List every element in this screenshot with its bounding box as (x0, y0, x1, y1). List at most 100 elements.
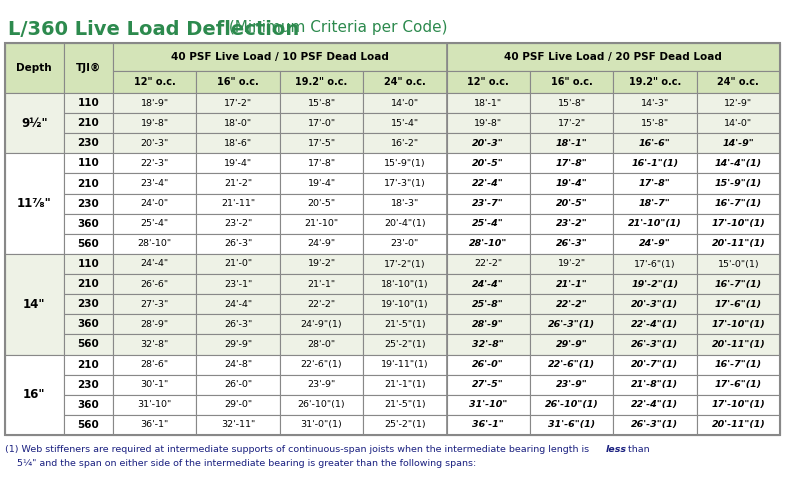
Bar (696, 254, 780, 274)
Text: 23'-0": 23'-0" (391, 240, 419, 248)
Bar (363, 93, 447, 113)
Bar (196, 113, 280, 133)
Bar (363, 334, 447, 355)
Bar (280, 355, 363, 374)
Text: 16'-7"(1): 16'-7"(1) (715, 199, 762, 208)
Bar (696, 395, 780, 415)
Bar (280, 214, 363, 234)
Text: 560: 560 (78, 239, 99, 249)
Text: 9½": 9½" (21, 117, 48, 129)
Bar (447, 274, 530, 294)
Text: 24'-8": 24'-8" (224, 360, 252, 369)
Bar (363, 294, 447, 314)
Text: 22'-6"(1): 22'-6"(1) (301, 360, 342, 369)
Bar (613, 93, 696, 113)
Bar (613, 415, 696, 435)
Bar (613, 374, 696, 395)
Text: 110: 110 (78, 259, 99, 269)
Bar (280, 334, 363, 355)
Bar (363, 274, 447, 294)
Text: 15'-8": 15'-8" (557, 99, 586, 108)
Bar (447, 193, 530, 214)
Text: 17'-10"(1): 17'-10"(1) (711, 219, 765, 228)
Text: 360: 360 (78, 219, 99, 229)
Bar (113, 355, 196, 374)
Bar (696, 234, 780, 254)
Text: 19'-4": 19'-4" (308, 179, 336, 188)
Bar (196, 334, 280, 355)
Text: 15'-8": 15'-8" (308, 99, 336, 108)
Text: 18'-3": 18'-3" (391, 199, 419, 208)
Text: 28'-0": 28'-0" (308, 340, 336, 349)
Bar (196, 133, 280, 153)
Bar (447, 254, 530, 274)
Text: 26'-3"(1): 26'-3"(1) (631, 340, 678, 349)
Bar (113, 254, 196, 274)
Bar (280, 93, 363, 113)
Text: 15'-8": 15'-8" (641, 119, 669, 127)
Text: 25'-2"(1): 25'-2"(1) (384, 340, 425, 349)
Text: 16'-1"(1): 16'-1"(1) (631, 159, 678, 168)
Text: 230: 230 (78, 299, 99, 309)
Bar (64, 334, 113, 355)
Bar (280, 113, 363, 133)
Bar (64, 374, 113, 395)
Bar (64, 234, 113, 254)
Bar (5, 153, 64, 254)
Text: less: less (605, 445, 626, 454)
Bar (613, 274, 696, 294)
Bar (447, 374, 530, 395)
Text: 26'-3": 26'-3" (556, 240, 587, 248)
Text: 26'-3": 26'-3" (224, 320, 252, 329)
Text: 19'-2": 19'-2" (308, 259, 336, 268)
Text: 22'-2": 22'-2" (474, 259, 502, 268)
Bar (64, 43, 113, 93)
Bar (196, 71, 280, 93)
Bar (613, 395, 696, 415)
Text: 28'-9": 28'-9" (141, 320, 169, 329)
Text: 27'-5": 27'-5" (473, 380, 504, 389)
Bar (613, 113, 696, 133)
Bar (696, 374, 780, 395)
Text: 26'-3"(1): 26'-3"(1) (548, 320, 595, 329)
Bar (363, 174, 447, 193)
Text: 14'-0": 14'-0" (725, 119, 752, 127)
Text: 26'-0": 26'-0" (224, 380, 252, 389)
Text: 20'-7"(1): 20'-7"(1) (631, 360, 678, 369)
Bar (530, 254, 613, 274)
Bar (64, 294, 113, 314)
Text: 16": 16" (23, 388, 46, 401)
Bar (363, 133, 447, 153)
Text: 360: 360 (78, 400, 99, 410)
Text: L/360 Live Load Deflection: L/360 Live Load Deflection (8, 20, 299, 39)
Bar (113, 193, 196, 214)
Bar (696, 133, 780, 153)
Bar (196, 395, 280, 415)
Bar (280, 374, 363, 395)
Bar (613, 153, 696, 174)
Bar (113, 133, 196, 153)
Bar (447, 334, 530, 355)
Bar (696, 93, 780, 113)
Bar (363, 395, 447, 415)
Text: 32'-11": 32'-11" (221, 421, 255, 430)
Text: 21'-11": 21'-11" (221, 199, 255, 208)
Text: 16'-2": 16'-2" (391, 139, 419, 148)
Bar (696, 193, 780, 214)
Text: 19'-4": 19'-4" (224, 159, 252, 168)
Text: 22'-3": 22'-3" (141, 159, 169, 168)
Text: 14": 14" (23, 298, 46, 310)
Bar (280, 294, 363, 314)
Text: 25'-4": 25'-4" (141, 219, 169, 228)
Text: 23'-1": 23'-1" (224, 280, 252, 289)
Text: 5¼" and the span on either side of the intermediate bearing is greater than the : 5¼" and the span on either side of the i… (5, 459, 476, 468)
Bar (363, 415, 447, 435)
Text: 27'-3": 27'-3" (141, 300, 169, 309)
Bar (363, 355, 447, 374)
Text: 14'-3": 14'-3" (641, 99, 669, 108)
Text: 28'-6": 28'-6" (141, 360, 169, 369)
Text: 29'-0": 29'-0" (224, 400, 252, 409)
Bar (64, 314, 113, 334)
Text: 210: 210 (78, 279, 99, 289)
Text: 18'-6": 18'-6" (224, 139, 252, 148)
